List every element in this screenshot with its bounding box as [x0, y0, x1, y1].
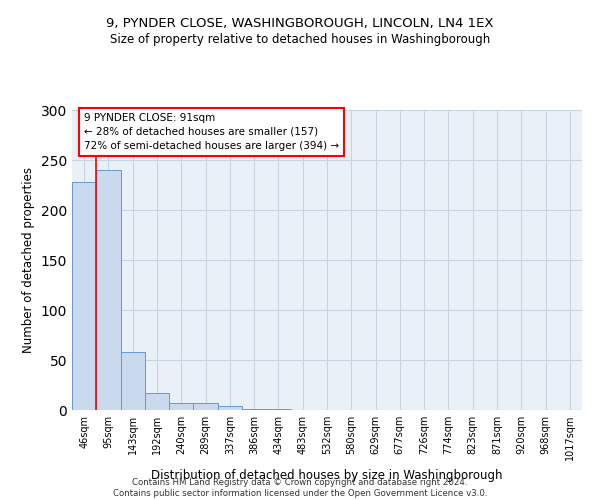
Text: 9, PYNDER CLOSE, WASHINGBOROUGH, LINCOLN, LN4 1EX: 9, PYNDER CLOSE, WASHINGBOROUGH, LINCOLN… — [106, 18, 494, 30]
X-axis label: Distribution of detached houses by size in Washingborough: Distribution of detached houses by size … — [151, 468, 503, 481]
Text: Size of property relative to detached houses in Washingborough: Size of property relative to detached ho… — [110, 32, 490, 46]
Bar — [72, 182, 96, 410]
Text: 9 PYNDER CLOSE: 91sqm
← 28% of detached houses are smaller (157)
72% of semi-det: 9 PYNDER CLOSE: 91sqm ← 28% of detached … — [84, 113, 339, 151]
Bar — [145, 393, 169, 410]
Y-axis label: Number of detached properties: Number of detached properties — [22, 167, 35, 353]
Bar — [121, 352, 145, 410]
Bar — [266, 409, 290, 410]
Bar — [193, 403, 218, 410]
Bar — [96, 170, 121, 410]
Bar — [169, 403, 193, 410]
Text: Contains HM Land Registry data © Crown copyright and database right 2024.
Contai: Contains HM Land Registry data © Crown c… — [113, 478, 487, 498]
Bar — [242, 409, 266, 410]
Bar — [218, 406, 242, 410]
